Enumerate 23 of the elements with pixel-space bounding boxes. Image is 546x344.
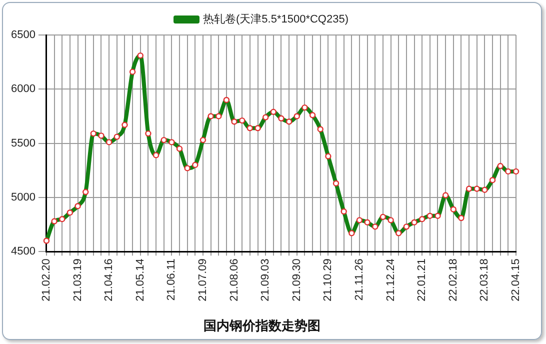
x-tick-label: 21.02.20 [40,258,52,302]
y-tick-label: 6500 [10,29,36,42]
x-tick-label: 21.11.26 [354,258,366,301]
x-tick-label: 22.01.21 [416,258,428,302]
x-tick-label: 21.07.09 [197,258,210,302]
y-tick-label: 4500 [10,246,36,258]
x-tick-label: 21.06.11 [166,258,178,301]
x-tick-label: 21.10.29 [322,258,334,302]
x-tick-label: 21.09.03 [260,258,272,302]
x-tick-label: 21.08.06 [228,258,240,302]
y-tick-label: 5000 [10,191,36,204]
y-tick-label: 5500 [10,137,36,150]
x-tick-label: 21.05.14 [134,258,146,302]
legend-label: 热轧卷(天津5.5*1500*CQ235) [203,12,349,26]
y-tick-label: 6000 [10,83,36,96]
x-tick-label: 22.04.15 [510,258,522,302]
x-tick-label: 22.03.18 [478,258,491,302]
x-tick-label: 22.02.18 [447,258,460,302]
x-tick-label: 21.03.19 [72,258,84,302]
x-tick-label: 21.12.24 [384,258,397,302]
text: 国内钢价指数走势图 [204,318,320,333]
x-tick-label: 21.09.30 [290,258,303,302]
x-tick-label: 21.04.16 [103,258,116,302]
